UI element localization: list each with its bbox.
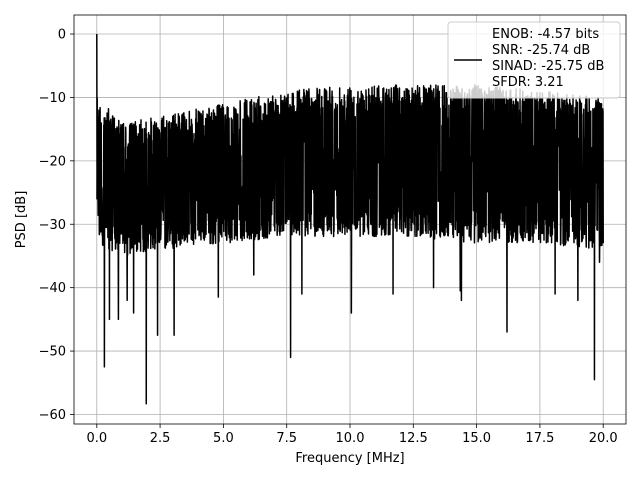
psd-line	[96, 34, 604, 405]
legend-box	[447, 21, 621, 99]
y-tick-label: −40	[39, 281, 66, 296]
x-tick-label: 5.0	[213, 431, 234, 446]
x-tick-label: 7.5	[276, 431, 297, 446]
legend-entry-enob: ENOB: -4.57 bits	[492, 27, 599, 42]
y-tick-label: −10	[39, 91, 66, 106]
legend-entry-sfdr: SFDR: 3.21	[492, 75, 564, 90]
x-tick-label: 0.0	[86, 431, 107, 446]
ticks: 0.0 2.5 5.0 7.5 10.0 12.5 15.0 17.5 20.0 0 −10 −20 −…	[39, 28, 618, 446]
x-axis-label: Frequency [MHz]	[295, 451, 404, 466]
x-tick-label: 15.0	[462, 431, 491, 446]
y-tick-label: −60	[39, 408, 66, 423]
x-tick-label: 10.0	[336, 431, 365, 446]
y-tick-label: −50	[39, 345, 66, 360]
x-tick-label: 12.5	[399, 431, 428, 446]
legend-entry-sinad: SINAD: -25.75 dB	[492, 59, 604, 74]
y-tick-label: −20	[39, 154, 66, 169]
x-tick-label: 20.0	[589, 431, 618, 446]
x-tick-label: 17.5	[525, 431, 554, 446]
legend-entry-snr: SNR: -25.74 dB	[492, 43, 590, 58]
y-tick-label: 0	[58, 28, 66, 43]
psd-trace	[96, 34, 604, 405]
y-axis-label: PSD [dB]	[14, 191, 29, 249]
x-tick-label: 2.5	[150, 431, 171, 446]
legend: ENOB: -4.57 bits SNR: -25.74 dB SINAD: -…	[447, 21, 621, 99]
y-tick-label: −30	[39, 218, 66, 233]
